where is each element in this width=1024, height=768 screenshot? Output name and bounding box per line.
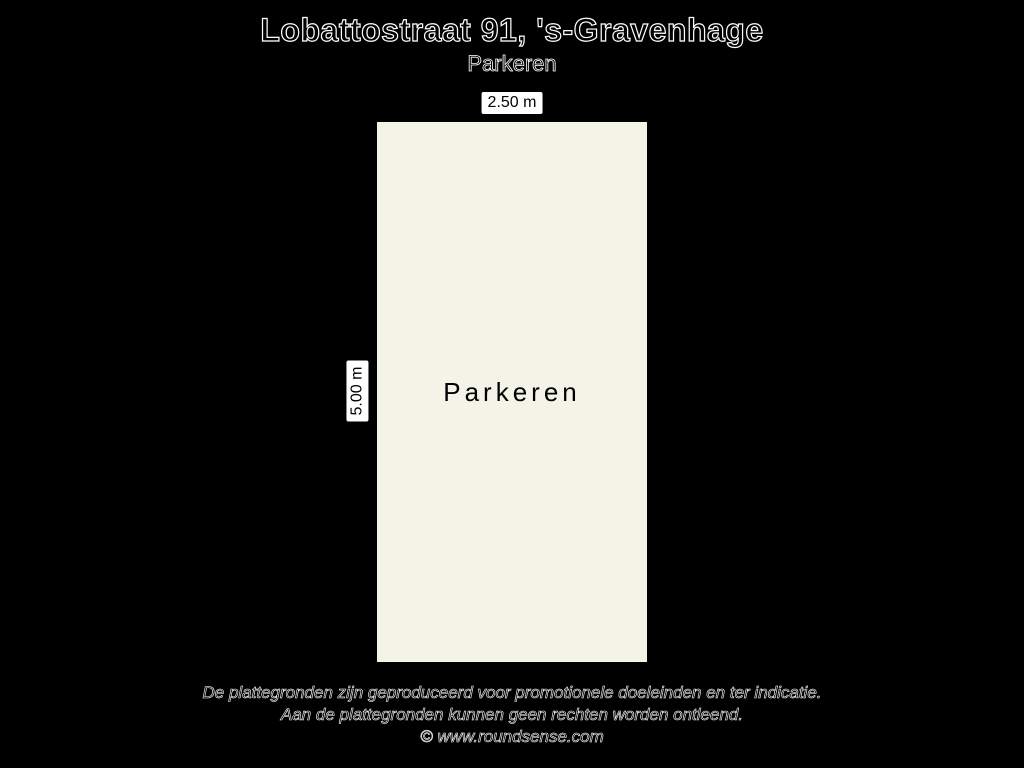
parking-room: Parkeren — [377, 122, 647, 662]
disclaimer-line-2: Aan de plattegronden kunnen geen rechten… — [0, 704, 1024, 726]
header-block: Lobattostraat 91, 's-Gravenhage Parkeren — [0, 12, 1024, 77]
disclaimer-block: De plattegronden zijn geproduceerd voor … — [0, 682, 1024, 748]
disclaimer-line-3: © www.roundsense.com — [0, 726, 1024, 748]
disclaimer-line-1: De plattegronden zijn geproduceerd voor … — [0, 682, 1024, 704]
room-label: Parkeren — [443, 377, 581, 408]
subtitle: Parkeren — [0, 51, 1024, 77]
width-dimension-label: 2.50 m — [482, 92, 543, 114]
height-dimension-label: 5.00 m — [346, 361, 368, 422]
main-title: Lobattostraat 91, 's-Gravenhage — [0, 12, 1024, 49]
